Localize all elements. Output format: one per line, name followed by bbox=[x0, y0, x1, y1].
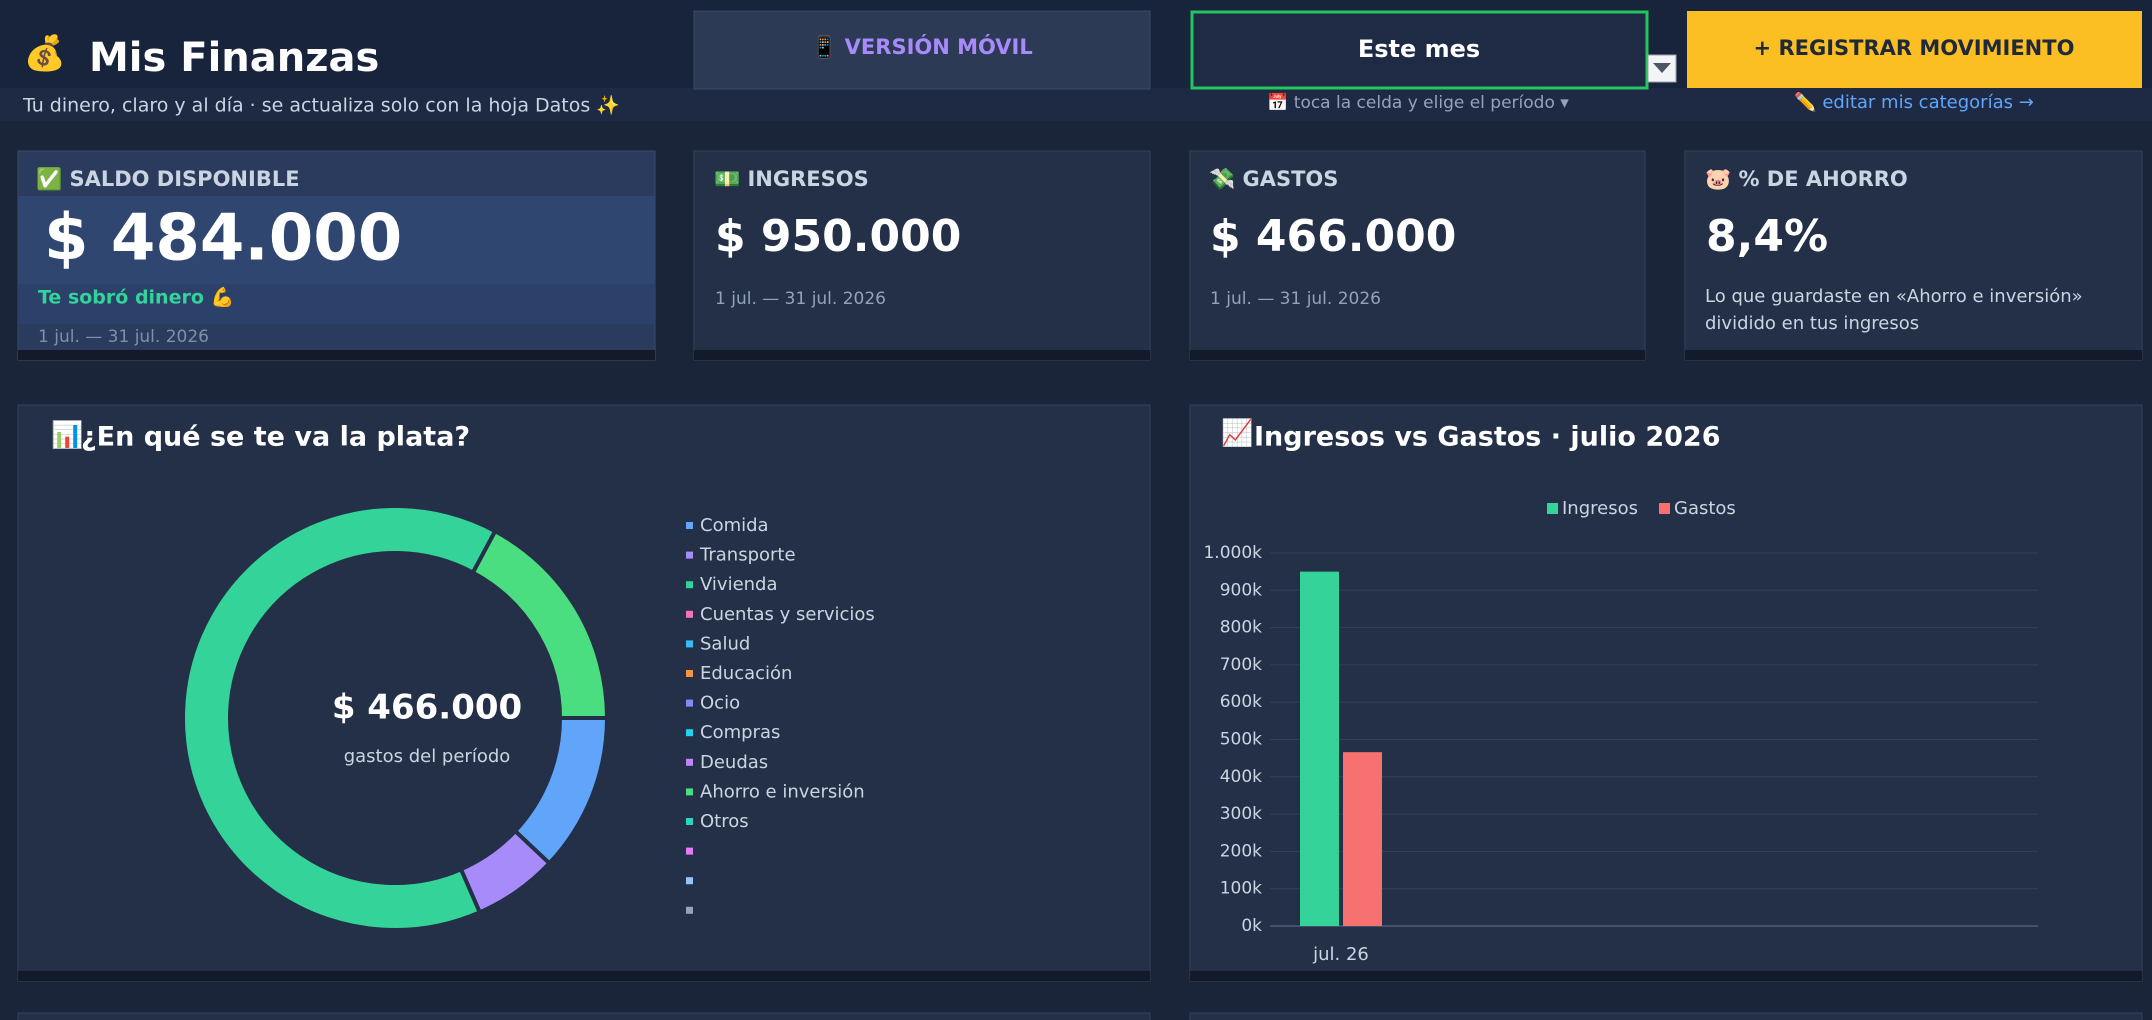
y-tick-label: 0k bbox=[1241, 916, 1262, 936]
legend-label: Ahorro e inversión bbox=[700, 781, 865, 802]
kpi-label: 🐷 % DE AHORRO bbox=[1705, 167, 1908, 191]
chart-panel bbox=[17, 1012, 1151, 1020]
kpi-date: 1 jul. — 31 jul. 2026 bbox=[715, 289, 886, 309]
bar bbox=[1300, 571, 1339, 926]
legend-swatch bbox=[686, 610, 693, 618]
bar bbox=[1343, 752, 1382, 926]
kpi-date: 1 jul. — 31 jul. 2026 bbox=[1210, 289, 1381, 309]
legend-label: Vivienda bbox=[700, 574, 778, 595]
y-tick-label: 1.000k bbox=[1203, 543, 1262, 563]
period-value[interactable]: Este mes bbox=[1358, 35, 1480, 63]
y-tick-label: 400k bbox=[1220, 767, 1262, 787]
legend-label: Educación bbox=[700, 663, 792, 684]
y-tick-label: 100k bbox=[1220, 879, 1262, 899]
edit-categories-link[interactable]: ✏️ editar mis categorías → bbox=[1794, 91, 2034, 113]
legend-swatch bbox=[686, 640, 693, 648]
legend-label: Cuentas y servicios bbox=[700, 604, 875, 625]
legend-swatch bbox=[686, 818, 693, 825]
kpi-card bbox=[693, 150, 1151, 361]
y-tick-label: 600k bbox=[1220, 692, 1262, 712]
chart-title: Ingresos vs Gastos · julio 2026 bbox=[1254, 422, 1721, 453]
header-sub-bar bbox=[0, 88, 2152, 121]
legend-swatch bbox=[686, 877, 693, 885]
legend-swatch bbox=[1659, 503, 1670, 514]
legend-swatch bbox=[686, 522, 693, 529]
chart-icon: 📊 bbox=[51, 420, 83, 451]
donut-center-value: $ 466.000 bbox=[332, 688, 522, 728]
legend-label: Salud bbox=[700, 633, 750, 654]
legend-swatch bbox=[686, 551, 693, 559]
period-selector[interactable] bbox=[1190, 10, 1649, 90]
legend-label: Comida bbox=[700, 515, 769, 536]
kpi-value: 8,4% bbox=[1706, 211, 1828, 262]
mobile-button[interactable] bbox=[693, 10, 1151, 90]
legend-swatch bbox=[686, 758, 693, 766]
y-tick-label: 900k bbox=[1220, 580, 1262, 600]
legend-label: Transporte bbox=[699, 545, 796, 566]
donut-slice bbox=[181, 504, 498, 932]
legend-swatch bbox=[686, 581, 693, 589]
register-button[interactable] bbox=[1687, 11, 2142, 88]
legend-label: Otros bbox=[700, 811, 749, 832]
kpi-value: $ 484.000 bbox=[44, 202, 402, 276]
legend-swatch bbox=[686, 670, 693, 677]
x-tick-label: jul. 26 bbox=[1312, 944, 1369, 965]
donut-center-label: gastos del período bbox=[344, 746, 511, 767]
mobile-button-label[interactable]: 📱 VERSIÓN MÓVIL bbox=[811, 34, 1033, 59]
legend-swatch bbox=[686, 699, 693, 707]
legend-label: Ingresos bbox=[1562, 498, 1638, 519]
kpi-value: $ 950.000 bbox=[715, 211, 961, 262]
card-shadow bbox=[694, 350, 1150, 360]
card-shadow bbox=[18, 350, 655, 360]
y-tick-label: 500k bbox=[1220, 730, 1262, 750]
kpi-label: 💸 GASTOS bbox=[1209, 167, 1338, 191]
kpi-band bbox=[18, 284, 655, 324]
legend-label: Gastos bbox=[1674, 498, 1736, 519]
card-shadow bbox=[1190, 971, 2142, 981]
kpi-card bbox=[1684, 150, 2143, 361]
header-title: Mis Finanzas bbox=[89, 35, 379, 81]
legend-swatch bbox=[1547, 503, 1558, 514]
legend-swatch bbox=[686, 788, 693, 796]
chart-icon: 📈 bbox=[1221, 418, 1253, 449]
kpi-value: $ 466.000 bbox=[1210, 211, 1456, 262]
kpi-label: 💵 INGRESOS bbox=[714, 167, 869, 191]
chart-title: ¿En qué se te va la plata? bbox=[81, 422, 470, 453]
legend-swatch bbox=[686, 847, 693, 855]
legend-label: Ocio bbox=[700, 693, 740, 714]
register-button-label[interactable]: + REGISTRAR MOVIMIENTO bbox=[1754, 36, 2075, 60]
card-shadow bbox=[1190, 350, 1645, 360]
dropdown-arrow bbox=[1653, 63, 1671, 73]
period-hint: 📅 toca la celda y elige el período ▾ bbox=[1267, 92, 1569, 113]
dropdown-button[interactable] bbox=[1647, 54, 1677, 83]
card-shadow bbox=[18, 971, 1150, 981]
kpi-date: 1 jul. — 31 jul. 2026 bbox=[38, 327, 209, 347]
header-subtitle: Tu dinero, claro y al día · se actualiza… bbox=[22, 95, 620, 117]
legend-label: Deudas bbox=[700, 752, 768, 773]
chart-panel bbox=[1189, 1012, 2143, 1020]
card-shadow bbox=[1685, 350, 2142, 360]
y-tick-label: 700k bbox=[1220, 655, 1262, 675]
kpi-label: ✅ SALDO DISPONIBLE bbox=[36, 166, 300, 191]
y-tick-label: 800k bbox=[1220, 618, 1262, 638]
y-tick-label: 200k bbox=[1220, 841, 1262, 861]
y-tick-label: 300k bbox=[1220, 804, 1262, 824]
kpi-band bbox=[18, 196, 655, 284]
header-icon: 💰 bbox=[24, 34, 66, 74]
legend-swatch bbox=[686, 729, 693, 737]
legend-swatch bbox=[686, 906, 693, 914]
kpi-note: Te sobró dinero 💪 bbox=[38, 286, 234, 309]
legend-label: Compras bbox=[700, 722, 780, 743]
donut-slice bbox=[470, 528, 610, 720]
kpi-note: Lo que guardaste en «Ahorro e inversión»… bbox=[1705, 286, 2083, 334]
